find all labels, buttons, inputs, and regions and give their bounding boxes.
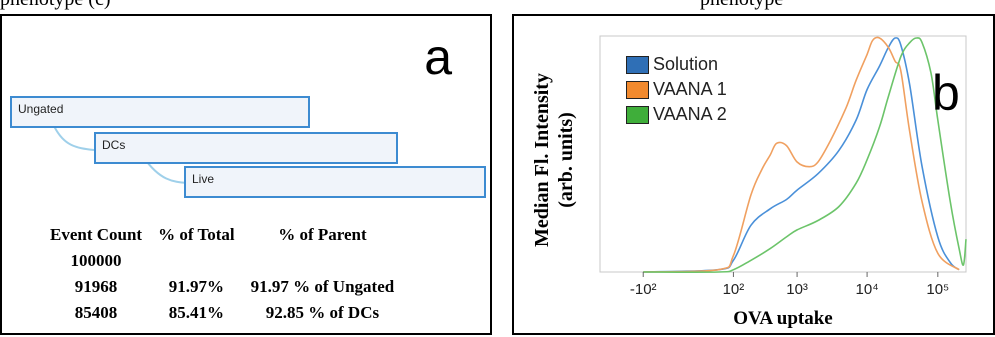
gate-dcs-label: DCs [102,138,126,152]
x-tick-label: -10² [630,281,657,298]
header-pct-total: % of Total [158,225,235,244]
gate-ungated[interactable]: Ungated [10,96,310,128]
x-axis-label: OVA uptake [733,308,832,329]
connector-ungated-dcs [53,125,95,151]
y-axis-label: Median Fl. Intensity (arb. units) [531,73,577,247]
gate-live-label: Live [192,172,215,186]
pct-parent-cell: 91.97 % of Ungated [250,277,395,296]
stats-header-row: Event Count % of Total % of Parent [42,222,402,248]
pct-parent-cell [243,248,403,274]
pct-total-cell: 85.41% [168,303,224,322]
histogram-plot: -10² 10² 10³ 10⁴ 10⁵ OVA uptake [599,35,967,329]
series-curves [643,36,967,273]
pct-total-cell: 91.97% [168,277,224,296]
legend-item-vaana1: VAANA 1 [626,77,727,102]
table-row: 91968 91.97% 91.97 % of Ungated [42,274,402,300]
pct-parent-cell: 92.85 % of DCs [265,303,380,322]
panel-a-letter: a [424,29,452,85]
legend-label-solution: Solution [653,54,719,74]
plot-frame [599,35,967,273]
top-text-right: phenotype [700,0,783,11]
legend-label-vaana1: VAANA 1 [653,79,727,99]
gate-dcs[interactable]: DCs [94,132,398,164]
table-row: 100000 [42,248,402,274]
pct-total-cell [150,248,243,274]
panel-b: Median Fl. Intensity (arb. units) -10² 10… [512,14,995,335]
x-axis-ticks: -10² 10² 10³ 10⁴ 10⁵ [630,272,949,298]
x-tick-label: 10⁵ [926,281,949,298]
legend-label-vaana2: VAANA 2 [653,104,727,124]
x-tick-label: 10² [723,281,745,298]
event-count-cell: 100000 [70,251,122,270]
legend-swatch-vaana1 [626,80,649,99]
ylabel-line1: Median Fl. Intensity [531,73,553,247]
series-line-solution [643,37,960,273]
panel-a: a Ungated DCs Live Event Count % of Tota… [0,14,492,335]
gate-ungated-label: Ungated [18,102,64,116]
x-tick-label: 10³ [786,281,808,298]
series-line-vaana-2 [643,37,967,273]
stats-table: Event Count % of Total % of Parent 10000… [42,222,402,326]
legend-swatch-vaana2 [626,105,649,124]
series-line-vaana-1 [643,36,960,273]
event-count-cell: 91968 [74,277,118,296]
panel-b-letter: b [932,65,960,121]
table-row: 85408 85.41% 92.85 % of DCs [42,300,402,326]
ylabel-line2: (arb. units) [555,112,577,208]
x-tick-label: 10⁴ [856,281,879,298]
legend: Solution VAANA 1 VAANA 2 [626,52,727,127]
legend-item-solution: Solution [626,52,727,77]
legend-item-vaana2: VAANA 2 [626,102,727,127]
header-event-count: Event Count [50,225,143,244]
gate-live[interactable]: Live [184,166,486,198]
event-count-cell: 85408 [74,303,118,322]
legend-swatch-solution [626,55,649,74]
header-pct-parent: % of Parent [278,225,367,244]
top-text-left: phenotype (c) [0,0,111,11]
